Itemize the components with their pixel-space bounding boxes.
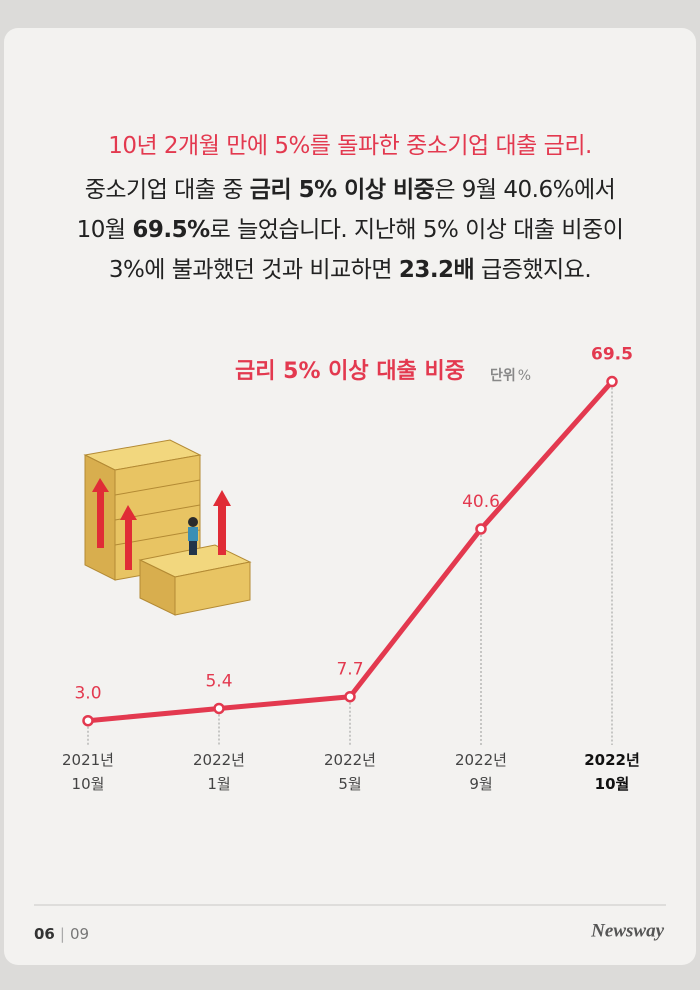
headline: 10년 2개월 만에 5%를 돌파한 중소기업 대출 금리. [108, 133, 592, 159]
intro-text: 로 늘었습니다. 지난해 5% 이상 대출 비중이 [209, 217, 624, 243]
intro-text: 급증했지요. [474, 257, 592, 283]
value-label: 3.0 [74, 684, 101, 704]
intro-line: 10월 69.5%로 늘었습니다. 지난해 5% 이상 대출 비중이 [0, 210, 700, 244]
x-tick-label: 2022년 5월 [324, 751, 376, 793]
illustration [83, 439, 252, 616]
value-label: 69.5 [591, 345, 633, 365]
intro-text: 은 9월 40.6%에서 [434, 177, 616, 203]
x-tick-label: 2022년 10월 [584, 751, 640, 793]
point [606, 375, 618, 388]
x-tick-label: 2022년 1월 [193, 751, 245, 793]
intro-bold: 69.5% [132, 217, 210, 243]
x-tick-label: 2021년 10월 [62, 751, 114, 793]
value-label: 5.4 [205, 671, 232, 691]
intro-line: 3%에 불과했던 것과 비교하면 23.2배 급증했지요. [0, 250, 700, 284]
x-tick-label: 2022년 9월 [455, 751, 507, 793]
value-label: 40.6 [462, 492, 500, 512]
logo: Newsway [590, 920, 664, 941]
point [344, 690, 356, 703]
point [213, 702, 225, 715]
intro-bold: 23.2배 [398, 257, 475, 283]
unit-label: 단위 [490, 367, 516, 384]
value-label: 7.7 [336, 660, 363, 680]
intro-text: 10월 [76, 217, 133, 243]
point [475, 523, 487, 535]
total: 09 [70, 925, 89, 943]
page-number: 06 | 09 [34, 925, 89, 943]
chart-title: 금리 5% 이상 대출 비중 [235, 359, 465, 384]
intro-text: 중소기업 대출 중 [84, 177, 250, 203]
unit: 단위% [490, 367, 531, 384]
point [82, 714, 94, 727]
intro-line: 중소기업 대출 중 금리 5% 이상 비중은 9월 40.6%에서 [0, 170, 700, 204]
page: 06 [34, 925, 55, 943]
intro-text: 3%에 불과했던 것과 비교하면 [108, 257, 399, 283]
intro-bold: 금리 5% 이상 비중 [249, 177, 435, 203]
unit-symbol: % [518, 368, 531, 384]
separator: | [60, 925, 65, 943]
